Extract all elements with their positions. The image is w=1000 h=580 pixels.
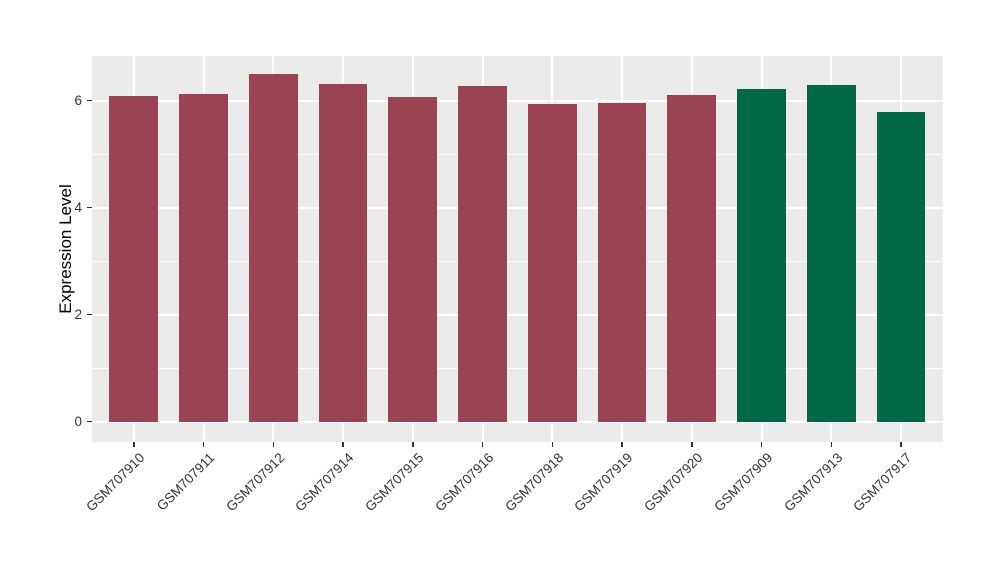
x-tick-mark (481, 442, 484, 447)
y-tick-mark (86, 420, 92, 423)
y-major-gridline (92, 206, 943, 209)
y-minor-gridline (92, 367, 943, 369)
x-tick-label-GSM707915: GSM707915 (362, 450, 427, 515)
x-tick-mark (412, 442, 414, 447)
bar-GSM707911 (179, 93, 228, 422)
x-tick-mark (621, 442, 623, 447)
y-tick-mark (86, 99, 92, 102)
x-tick-mark (551, 442, 554, 447)
x-tick-label-GSM707913: GSM707913 (780, 450, 845, 515)
x-tick-mark (133, 442, 135, 447)
x-tick-label-GSM707918: GSM707918 (501, 450, 566, 515)
y-tick-label: 6 (74, 92, 82, 108)
x-tick-mark (272, 442, 275, 447)
x-tick-label-GSM707910: GSM707910 (83, 450, 148, 515)
bar-GSM707919 (597, 102, 647, 422)
y-tick-label: 2 (74, 306, 82, 322)
x-tick-label-GSM707919: GSM707919 (571, 450, 636, 515)
plot-panel (92, 56, 943, 442)
x-tick-label-GSM707917: GSM707917 (850, 450, 915, 515)
bar-GSM707916 (458, 86, 507, 422)
y-major-gridline (92, 99, 943, 102)
bar-GSM707910 (109, 96, 159, 422)
y-minor-gridline (92, 153, 943, 155)
bar-GSM707920 (667, 94, 717, 422)
y-tick-mark (86, 313, 92, 316)
x-tick-mark (900, 442, 902, 447)
x-tick-mark (691, 442, 693, 447)
x-tick-mark (760, 442, 763, 447)
x-tick-label-GSM707911: GSM707911 (153, 450, 218, 514)
bar-GSM707909 (737, 88, 786, 422)
y-tick-label: 4 (74, 199, 82, 215)
x-tick-label-GSM707909: GSM707909 (711, 450, 776, 515)
bar-GSM707912 (248, 73, 298, 422)
bar-GSM707918 (527, 104, 577, 422)
y-major-gridline (92, 420, 943, 423)
y-major-gridline (92, 313, 943, 316)
bar-GSM707914 (318, 83, 368, 422)
x-tick-mark (342, 442, 344, 447)
bar-GSM707917 (876, 112, 926, 422)
x-tick-mark (202, 442, 205, 447)
x-tick-mark (830, 442, 833, 447)
x-tick-label-GSM707914: GSM707914 (292, 450, 357, 515)
bar-GSM707915 (388, 97, 438, 422)
x-tick-label-GSM707916: GSM707916 (432, 450, 497, 515)
bar-GSM707913 (806, 84, 856, 422)
y-tick-label: 0 (74, 413, 82, 429)
y-tick-mark (86, 206, 92, 209)
y-minor-gridline (92, 260, 943, 262)
x-tick-label-GSM707920: GSM707920 (641, 450, 706, 515)
x-tick-label-GSM707912: GSM707912 (222, 450, 287, 515)
